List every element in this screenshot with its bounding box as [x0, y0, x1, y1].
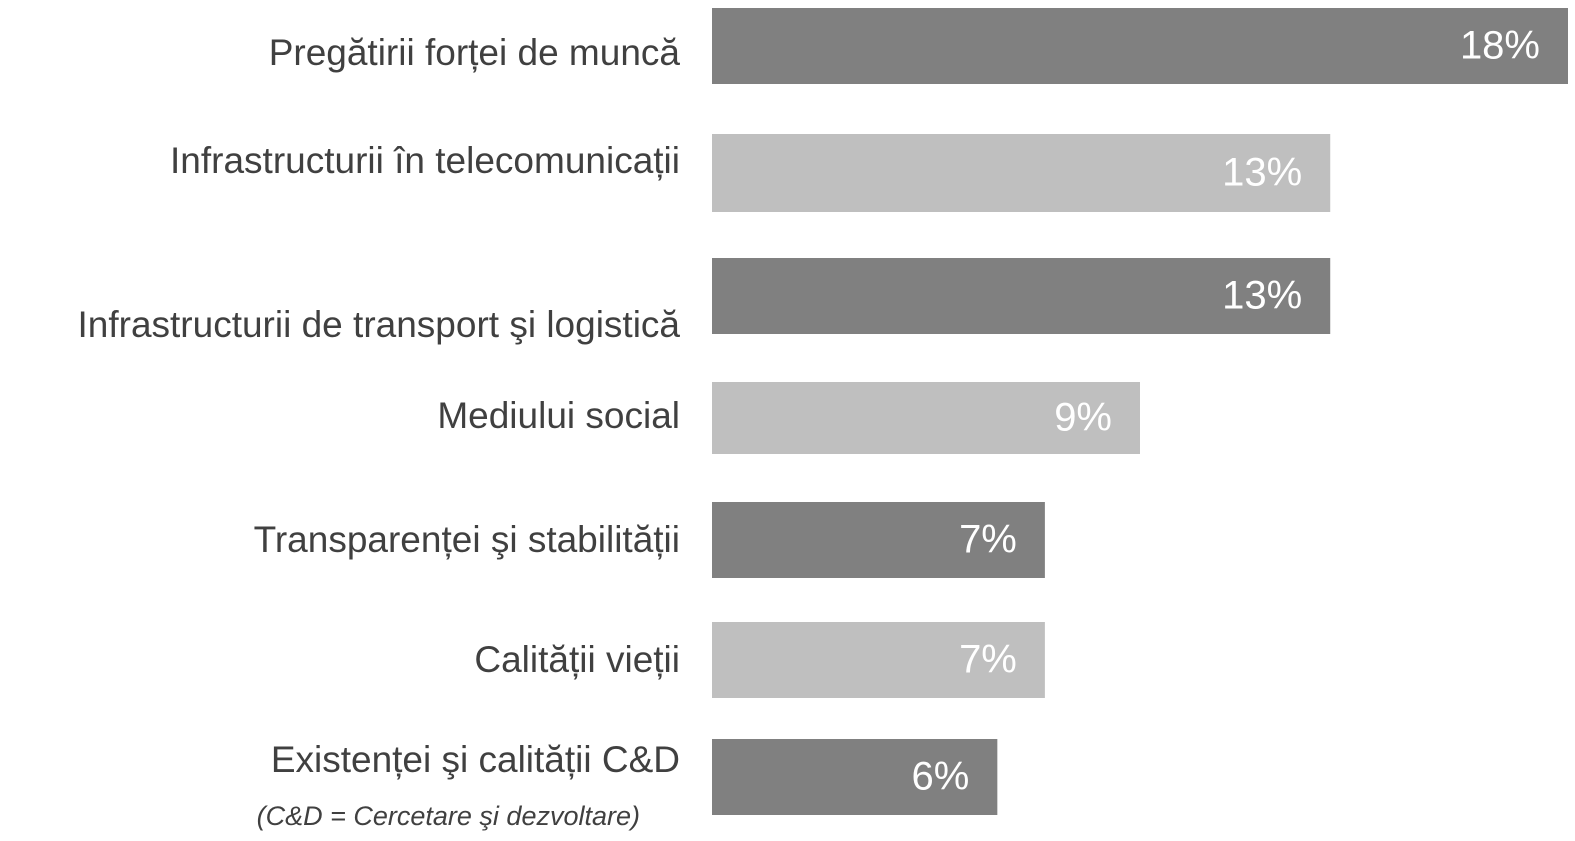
category-label: Mediului social — [437, 395, 680, 436]
value-label: 7% — [959, 638, 1017, 682]
annotation: (C&D = Cercetare şi dezvoltare) — [257, 801, 640, 831]
bar — [712, 622, 1045, 698]
value-label: 7% — [959, 518, 1017, 562]
value-label: 18% — [1460, 24, 1540, 68]
category-label: Infrastructurii de transport şi logistic… — [77, 304, 680, 345]
bar — [712, 382, 1140, 454]
bar — [712, 739, 998, 815]
bar — [712, 258, 1331, 334]
bar — [712, 8, 1568, 84]
category-label: Infrastructurii în telecomunicații — [170, 140, 680, 181]
category-label: Transparenței şi stabilității — [254, 519, 680, 560]
bar — [712, 502, 1045, 578]
category-label: Calității vieții — [474, 639, 680, 680]
category-label: Pregătirii forței de muncă — [269, 32, 681, 73]
value-label: 6% — [912, 755, 970, 799]
bar — [712, 134, 1331, 212]
value-label: 13% — [1222, 274, 1302, 318]
value-label: 13% — [1222, 151, 1302, 195]
value-label: 9% — [1054, 396, 1112, 440]
category-label: Existenței şi calității C&D — [271, 739, 680, 780]
